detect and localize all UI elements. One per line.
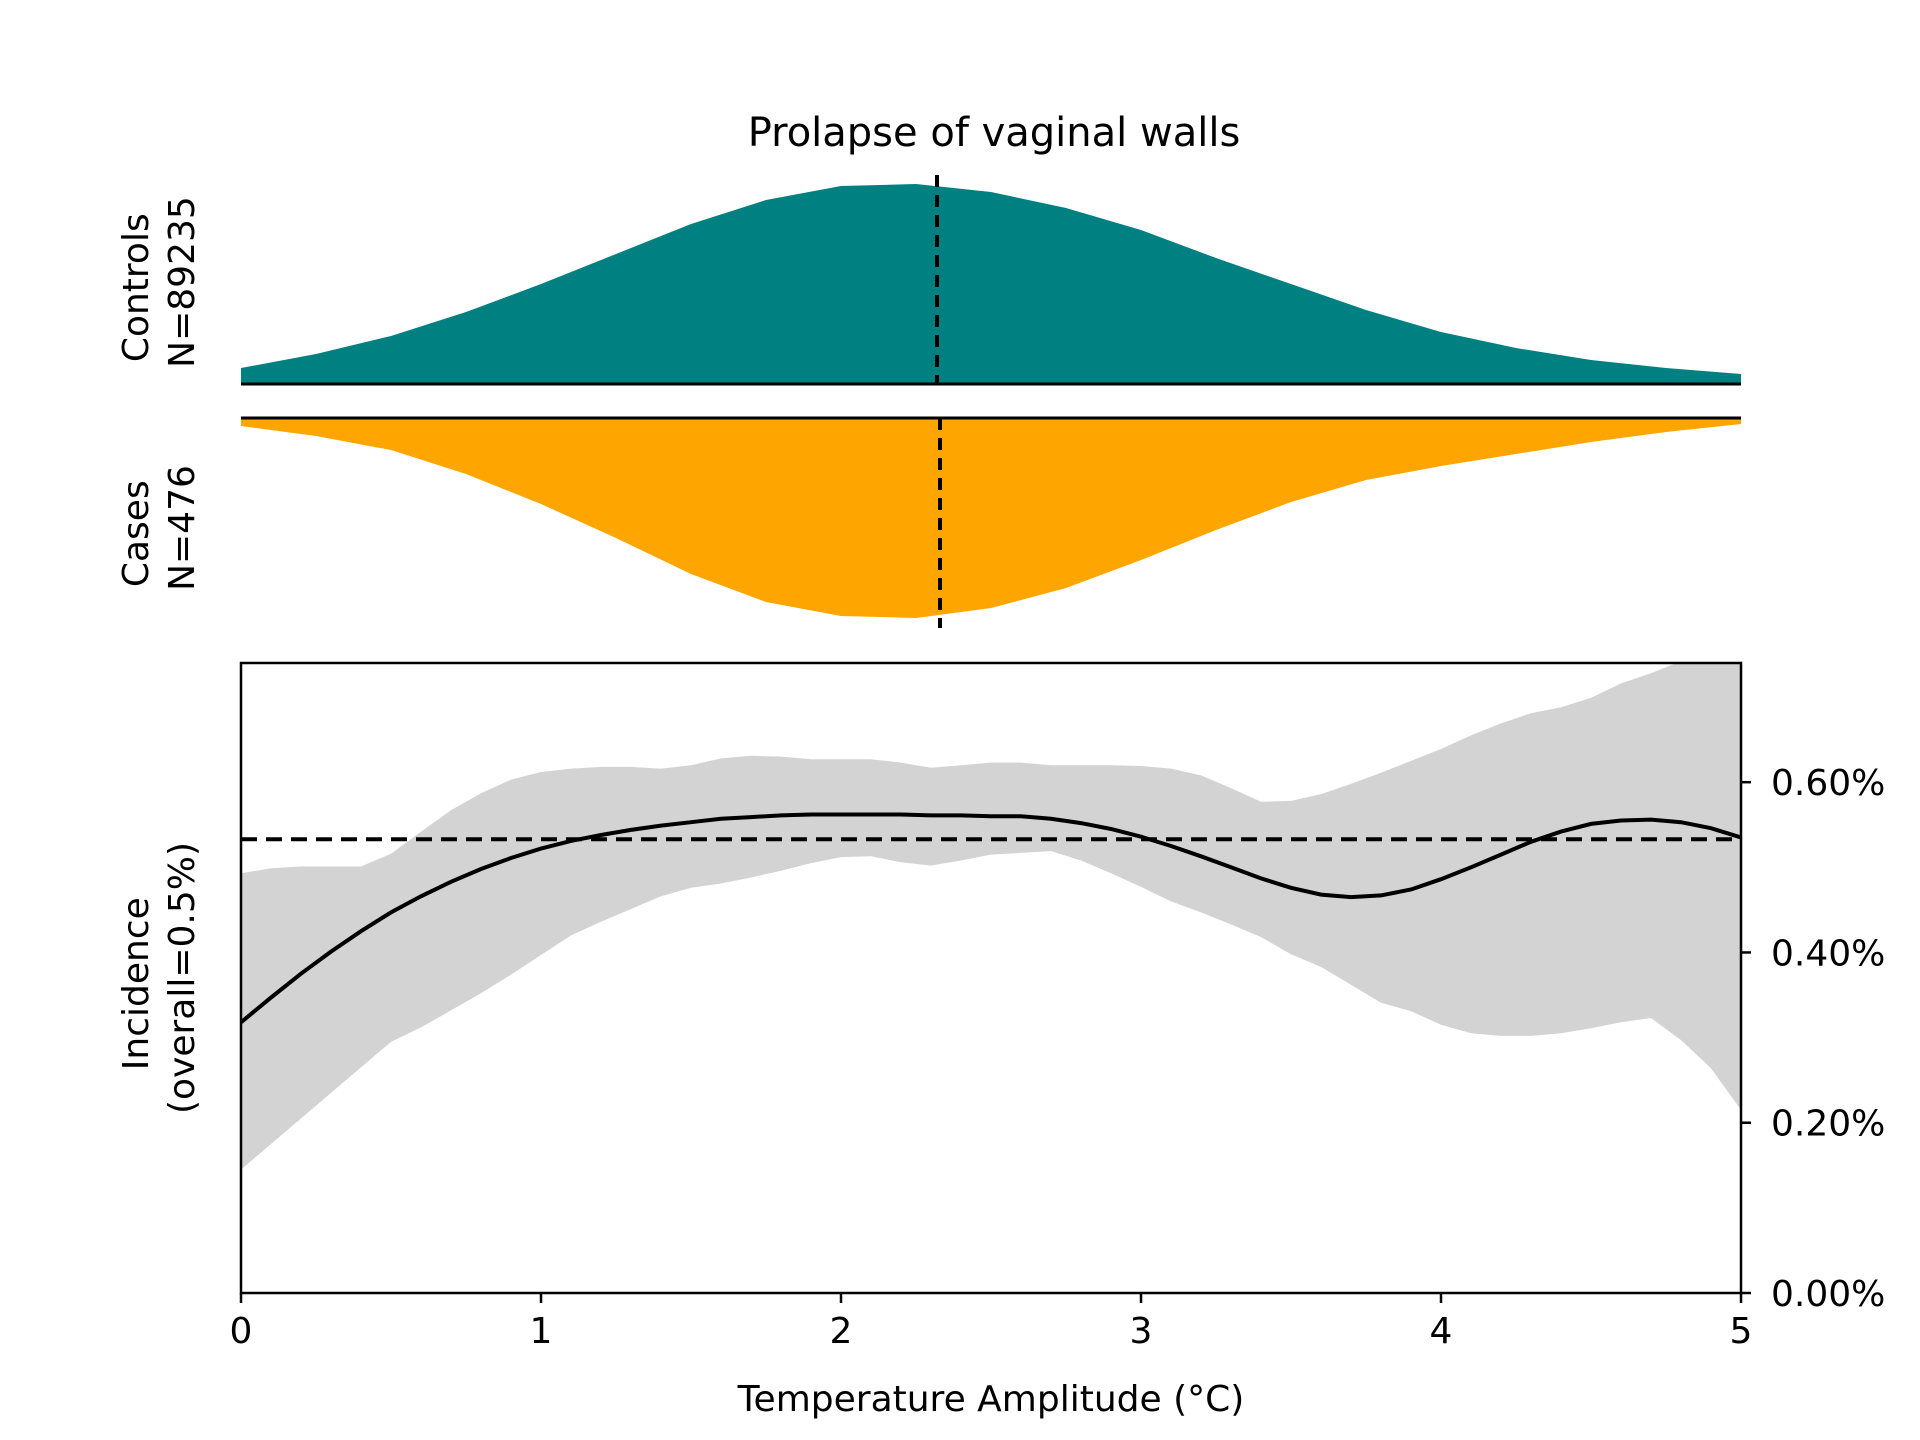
incidence-ylabel: Incidence (overall=0.5%) xyxy=(116,842,203,1114)
controls-ylabel-line1: Controls xyxy=(116,213,157,362)
x-tick-label: 3 xyxy=(1130,1311,1153,1352)
x-tick-label: 0 xyxy=(230,1311,253,1352)
x-tick-label: 4 xyxy=(1430,1311,1453,1352)
cases-density-area xyxy=(241,418,1741,618)
y-tick-label: 0.40% xyxy=(1771,933,1885,974)
cases-panel: Cases N=476 xyxy=(116,416,1741,628)
x-axis-ticks: 0 1 2 3 4 5 xyxy=(230,1293,1753,1352)
controls-ylabel: Controls N=89235 xyxy=(116,196,203,368)
incidence-ylabel-line1: Incidence xyxy=(116,897,157,1070)
incidence-curve xyxy=(241,812,1741,1024)
cases-ylabel-line2: N=476 xyxy=(162,465,203,591)
chart-title: Prolapse of vaginal walls xyxy=(748,110,1241,156)
incidence-plot-frame xyxy=(239,661,1743,1295)
incidence-panel: 0 1 2 3 4 5 0.00% 0.20% 0.40% 0.60% Temperature … xyxy=(116,661,1885,1420)
y-tick-label: 0.00% xyxy=(1771,1274,1885,1315)
x-tick-label: 5 xyxy=(1730,1311,1753,1352)
y-tick-label: 0.20% xyxy=(1771,1104,1885,1145)
cases-ylabel: Cases N=476 xyxy=(116,465,203,591)
cases-ylabel-line1: Cases xyxy=(116,480,157,587)
incidence-confidence-band xyxy=(241,663,1741,1170)
incidence-ylabel-line2: (overall=0.5%) xyxy=(162,842,203,1114)
y-tick-label: 0.60% xyxy=(1771,763,1885,804)
controls-ylabel-line2: N=89235 xyxy=(162,196,203,368)
x-axis-label: Temperature Amplitude (°C) xyxy=(737,1379,1245,1420)
controls-panel: Controls N=89235 xyxy=(116,175,1741,386)
x-tick-label: 2 xyxy=(830,1311,853,1352)
controls-density-area xyxy=(241,184,1741,384)
x-tick-label: 1 xyxy=(530,1311,553,1352)
y-axis-ticks: 0.00% 0.20% 0.40% 0.60% xyxy=(1741,763,1885,1315)
